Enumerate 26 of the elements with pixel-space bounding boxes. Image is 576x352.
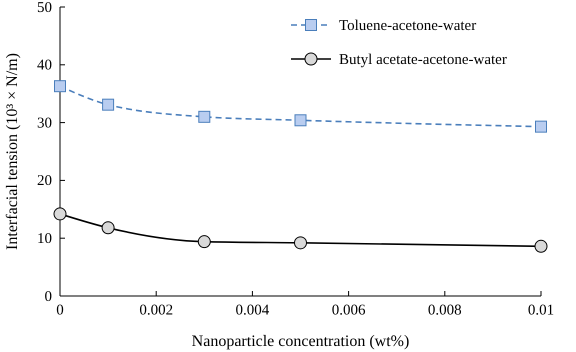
point bbox=[294, 236, 307, 250]
point bbox=[534, 240, 548, 253]
point bbox=[54, 207, 66, 220]
point bbox=[198, 235, 211, 248]
x-tick-label: 0.01 bbox=[528, 302, 554, 319]
legend-label: Butyl acetate-acetone-water bbox=[339, 52, 507, 68]
legend-label: Toluene-acetone-water bbox=[339, 18, 476, 34]
y-tick-label: 10 bbox=[37, 231, 52, 247]
x-tick-label: 0 bbox=[56, 302, 64, 319]
y-tick-label: 30 bbox=[37, 115, 52, 132]
y-tick-label: 20 bbox=[37, 173, 52, 190]
x-tick-label: 0.002 bbox=[139, 302, 174, 319]
y-tick-label: 50 bbox=[37, 0, 52, 16]
point bbox=[535, 120, 547, 133]
y-tick-label: 0 bbox=[44, 288, 52, 305]
x-tick-label: 0.004 bbox=[236, 302, 270, 319]
x-tick-label: 0.008 bbox=[428, 302, 462, 319]
point bbox=[102, 98, 114, 111]
x-tick-label: 0.006 bbox=[332, 302, 366, 319]
point bbox=[54, 80, 66, 92]
point bbox=[102, 221, 115, 234]
point bbox=[198, 110, 210, 123]
point bbox=[294, 114, 306, 126]
x-axis-title: Nanoparticle concentration (wt%) bbox=[192, 333, 410, 350]
y-tick-label: 40 bbox=[37, 58, 52, 74]
y-axis-title: Interfacial tension (10³ × N/m) bbox=[4, 53, 21, 250]
